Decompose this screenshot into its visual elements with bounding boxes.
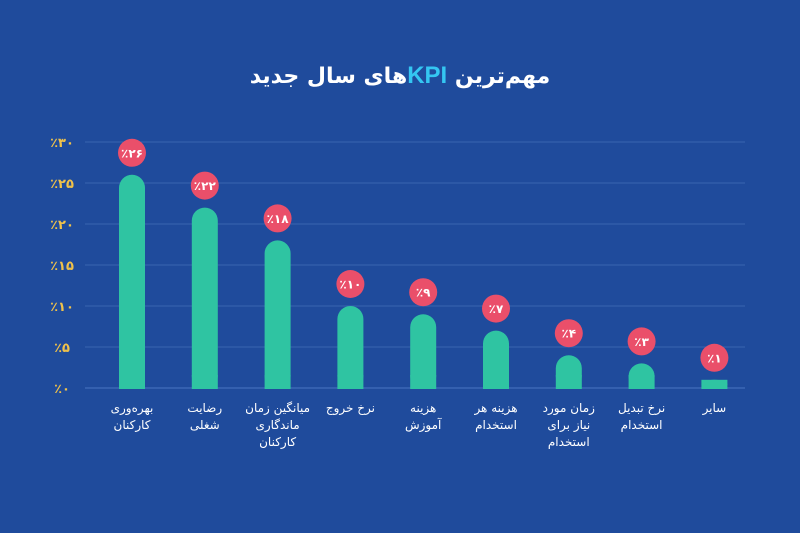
x-tick-label: هزینه [410,401,436,416]
x-tick-label: رضایت [187,401,222,416]
value-bubble [118,138,146,167]
data-label: ٪۲۲ [194,179,217,193]
x-tick-label: کارکنان [114,418,151,433]
x-tick-label: بهره‌وری [111,401,154,416]
y-tick-label: ٪۵ [54,341,70,356]
x-tick-label: استخدام [621,418,663,432]
title-prefix: مهم‌ترین [454,64,551,89]
data-label: ٪۹ [416,286,431,300]
bar-base [264,375,291,389]
y-tick-label: ٪۱۵ [50,259,74,274]
y-tick-label: ٪۳۰ [50,136,74,151]
title-suffix: های سال جدید [249,64,408,89]
x-tick-label: هزینه هر [473,401,517,416]
x-tick-label: ماندگاری [255,418,299,433]
bar [337,306,364,389]
bar-base [119,375,145,389]
bar-base [483,375,509,389]
x-tick-label: میانگین زمان [245,401,310,416]
y-tick-label: ٪۱۰ [50,300,74,315]
data-label: ٪۴ [561,327,576,341]
bars: ٪۲۶ ٪۲۲ ٪۱۸ ٪۱۰ ٪۹ ٪۷ ٪۴ ٪۳ ٪۱ [118,138,729,389]
x-tick-label: کارکنان [259,435,296,450]
bar-base [191,375,218,389]
data-label: ٪۳ [634,335,649,349]
x-tick-label: استخدام [548,435,590,449]
value-bubble [482,294,510,323]
data-label: ٪۱ [707,351,722,365]
value-bubble [700,343,729,372]
bar-base [628,375,655,389]
x-tick-label: نرخ تبدیل [618,401,665,416]
data-label: ٪۱۰ [339,278,361,292]
bar-base [701,379,728,389]
y-tick-label: ٪۲۰ [50,218,74,233]
x-axis-labels: بهره‌وری کارکنان رضایت شغلی میانگین زمان ماند… [111,401,727,450]
value-bubble [336,270,365,298]
y-tick-label: ٪۲۵ [50,177,74,192]
title-kpi: KPI [407,62,448,89]
bar [119,174,145,389]
value-bubble [263,204,292,233]
x-tick-label: سایر [702,401,727,416]
bar [483,330,509,389]
bar [264,240,291,389]
data-label: ٪۱۸ [267,212,290,226]
y-tick-label: ٪۰ [54,382,70,397]
bar [410,314,437,389]
bar [191,207,218,389]
chart-title: مهم‌ترین KPIهای سال جدید [0,62,800,90]
bar-base [410,375,437,389]
y-axis: ٪۰ ٪۵ ٪۱۰ ٪۱۵ ٪۲۰ ٪۲۵ ٪۳۰ [50,136,74,397]
data-label: ٪۷ [489,302,504,316]
x-tick-label: استخدام [475,418,517,432]
x-tick-label: شغلی [190,418,220,432]
x-tick-label: نرخ خروج [326,401,375,416]
x-tick-label: زمان مورد [543,401,595,416]
value-bubble [409,278,438,307]
data-label: ٪۲۶ [121,146,143,160]
bar-base [555,375,582,389]
x-tick-label: آموزش [405,417,442,433]
value-bubble [554,319,583,348]
value-bubble [190,171,219,200]
x-tick-label: نیاز برای [547,418,590,433]
value-bubble [627,327,656,356]
bar-base [337,375,364,389]
